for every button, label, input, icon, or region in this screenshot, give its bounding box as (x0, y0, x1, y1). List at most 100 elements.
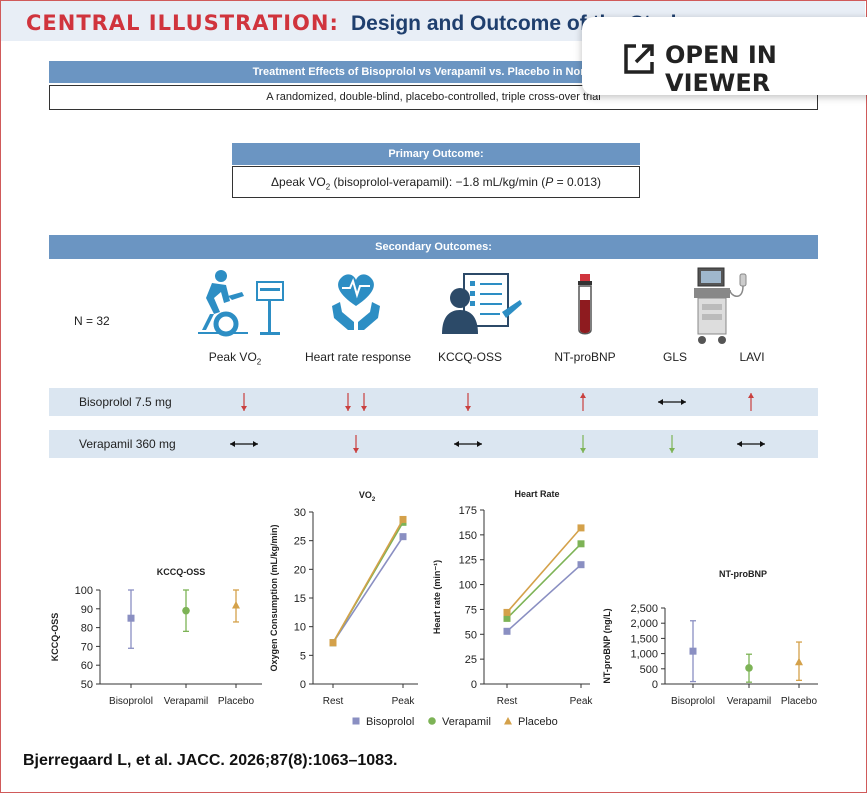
series-verapamil (503, 540, 585, 622)
primary-outcome-box: Δpeak VO2 (bisoprolol-verapamil): −1.8 m… (232, 166, 640, 198)
chart-title: KCCQ-OSS (157, 567, 206, 577)
questionnaire-icon (442, 273, 522, 334)
data-point (503, 614, 511, 622)
data-point (503, 608, 511, 616)
primary-result-sub: 2 (325, 182, 331, 192)
y-tick-label: 75 (465, 604, 477, 616)
effect-arrow-neutral (230, 441, 258, 447)
x-tick-label: Peak (570, 696, 594, 707)
chart-title: Heart Rate (514, 489, 559, 499)
legend-label: Placebo (518, 716, 558, 728)
y-axis-label: Oxygen Consumption (mL/kg/min) (269, 524, 279, 671)
primary-result-p: P (545, 175, 554, 189)
data-point (399, 515, 407, 523)
outcome-label-hr: Heart rate response (304, 350, 412, 364)
effect-row-verapamil: Verapamil 360 mg (49, 430, 818, 458)
y-tick-label: 1,000 (630, 649, 658, 661)
outcome-label-ntprobnp: NT-proBNP (554, 350, 616, 364)
y-tick-label: 125 (459, 555, 477, 567)
primary-result-c: = 0.013) (553, 175, 601, 189)
effect-arrow-neutral (454, 441, 482, 447)
data-point (577, 561, 585, 569)
y-tick-label: 0 (652, 679, 658, 691)
primary-outcome-title: Primary Outcome: (388, 148, 484, 160)
errorbar-placebo (795, 641, 803, 682)
chart-title: VO2 (359, 490, 376, 503)
y-tick-label: 70 (81, 641, 93, 653)
sample-size: N = 32 (74, 314, 110, 328)
blood-tube-icon (578, 274, 592, 335)
y-tick-label: 15 (294, 593, 306, 605)
x-tick-label: Bisoprolol (671, 696, 715, 707)
effect-arrow-down (353, 435, 359, 453)
chart-4: 0 500 1,000 1,500 2,000 2,500 NT-proBNP (ng/L)… (602, 569, 818, 707)
heart-hands-icon (332, 274, 380, 330)
legend-label: Bisoprolol (366, 716, 414, 728)
data-point (577, 540, 585, 548)
x-tick-label: Placebo (218, 696, 255, 707)
series-line (332, 536, 404, 644)
errorbar-placebo (232, 589, 240, 623)
y-tick-label: 175 (459, 505, 477, 517)
chart-3: 0 25 50 75 100 125 150 175 Heart rate (min⁻¹) Hea… (432, 489, 593, 707)
effect-arrow-neutral (658, 399, 686, 405)
x-tick-label: Peak (392, 696, 416, 707)
y-tick-label: 30 (294, 507, 306, 519)
effect-arrow-down (465, 393, 471, 411)
citation: Bjerregaard L, et al. JACC. 2026;87(8):1… (23, 752, 398, 769)
y-tick-label: 500 (640, 664, 658, 676)
effect-arrow-down (345, 393, 351, 411)
legend-marker-bisoprolol (352, 717, 360, 725)
outcome-label-lavi: LAVI (739, 350, 765, 364)
chart-2: 0 5 10 15 20 25 30 Oxygen Consumption (mL/kg/mi… (269, 490, 418, 707)
chart-title: NT-proBNP (719, 569, 767, 579)
x-tick-label: Verapamil (727, 696, 771, 707)
y-tick-label: 1,500 (630, 633, 658, 645)
effect-arrow-neutral (737, 441, 765, 447)
y-tick-label: 20 (294, 564, 306, 576)
x-tick-label: Placebo (781, 696, 818, 707)
y-tick-label: 150 (459, 530, 477, 542)
series-line (506, 527, 582, 613)
legend-label: Verapamil (442, 716, 491, 728)
mean-marker (689, 647, 697, 655)
open-in-viewer-button[interactable]: OPEN IN VIEWER (582, 17, 867, 97)
effect-arrow-up (748, 393, 754, 411)
y-tick-label: 25 (465, 654, 477, 666)
y-tick-label: 80 (81, 623, 93, 635)
primary-outcome-bar: Primary Outcome: (232, 143, 640, 165)
legend-marker-verapamil (428, 717, 436, 725)
mean-marker (232, 601, 240, 609)
x-tick-label: Bisoprolol (109, 696, 153, 707)
series-bisoprolol (503, 561, 585, 635)
outcome-vo2-text: Peak VO (208, 350, 257, 364)
series-line (506, 543, 582, 619)
effect-row-bisoprolol: Bisoprolol 7.5 mg (49, 388, 818, 416)
data-point (503, 627, 511, 635)
effect-arrow-up (580, 393, 586, 411)
y-tick-label: 2,500 (630, 603, 658, 615)
effect-arrow-down (241, 393, 247, 411)
y-tick-label: 100 (459, 580, 477, 592)
outcome-label-gls: GLS (662, 350, 687, 364)
data-point (399, 533, 407, 541)
y-tick-label: 25 (294, 536, 306, 548)
effect-arrow-down (580, 435, 586, 453)
y-tick-label: 50 (81, 679, 93, 691)
series-line (332, 519, 404, 644)
primary-result-b: (bisoprolol-verapamil): −1.8 mL/kg/min ( (330, 175, 546, 189)
errorbar-bisoprolol (127, 589, 135, 649)
primary-result-a: Δpeak VO (271, 175, 326, 189)
study-design: A randomized, double-blind, placebo-cont… (266, 91, 601, 103)
ultrasound-machine-icon (694, 267, 747, 344)
y-tick-label: 5 (300, 650, 306, 662)
errorbar-bisoprolol (689, 620, 697, 683)
series-line (506, 564, 582, 632)
mean-marker (127, 614, 135, 622)
errorbar-verapamil (182, 589, 190, 633)
y-tick-label: 90 (81, 604, 93, 616)
open-external-icon (624, 44, 654, 74)
y-axis-label: KCCQ-OSS (50, 613, 60, 662)
effect-arrow-down (361, 393, 367, 411)
